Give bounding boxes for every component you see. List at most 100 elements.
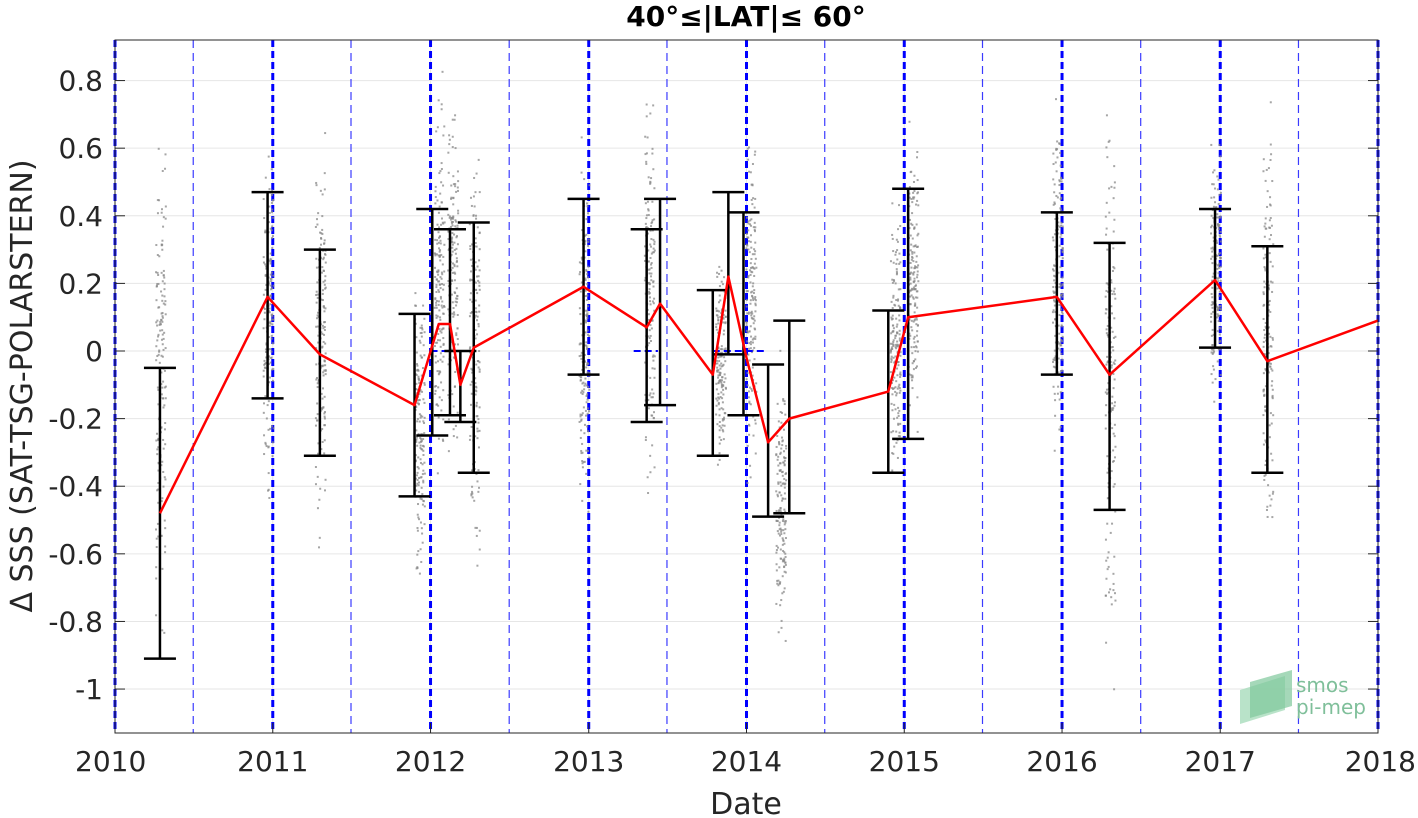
scatter-point — [721, 351, 724, 354]
scatter-point — [1271, 388, 1274, 391]
scatter-point — [436, 341, 439, 344]
scatter-point — [315, 347, 318, 350]
scatter-point — [749, 223, 752, 226]
scatter-point — [587, 430, 590, 433]
scatter-point — [419, 458, 422, 461]
scatter-point — [1052, 178, 1055, 181]
scatter-point — [469, 247, 472, 250]
scatter-point — [895, 238, 898, 241]
scatter-point — [156, 448, 159, 451]
scatter-point — [1112, 387, 1115, 390]
scatter-point — [264, 367, 267, 370]
scatter-point — [892, 345, 895, 348]
scatter-point — [457, 180, 460, 183]
scatter-point — [908, 404, 911, 407]
scatter-point — [652, 354, 655, 357]
scatter-point — [1060, 176, 1063, 179]
scatter-point — [715, 404, 718, 407]
scatter-point — [724, 360, 727, 363]
scatter-point — [436, 199, 439, 202]
scatter-point — [477, 325, 480, 328]
scatter-point — [898, 339, 901, 342]
scatter-point — [894, 337, 897, 340]
scatter-point — [455, 259, 458, 262]
scatter-point — [587, 244, 590, 247]
scatter-point — [442, 222, 445, 225]
scatter-point — [315, 257, 318, 260]
scatter-point — [163, 288, 166, 291]
scatter-point — [268, 321, 271, 324]
scatter-point — [721, 283, 724, 286]
scatter-point — [269, 427, 272, 430]
scatter-point — [751, 162, 754, 165]
scatter-point — [1263, 286, 1266, 289]
scatter-point — [580, 429, 583, 432]
scatter-point — [469, 383, 472, 386]
scatter-point — [912, 196, 915, 199]
scatter-point — [474, 393, 477, 396]
scatter-point — [1271, 492, 1274, 495]
scatter-point — [898, 391, 901, 394]
scatter-point — [476, 437, 479, 440]
scatter-point — [421, 367, 424, 370]
scatter-point — [159, 320, 162, 323]
scatter-point — [315, 218, 318, 221]
scatter-point — [324, 342, 327, 345]
scatter-point — [262, 198, 265, 201]
scatter-point — [1267, 326, 1270, 329]
scatter-point — [454, 272, 457, 275]
scatter-point — [1059, 298, 1062, 301]
scatter-point — [913, 190, 916, 193]
scatter-point — [891, 307, 894, 310]
scatter-point — [896, 332, 899, 335]
scatter-point — [1210, 257, 1213, 260]
scatter-point — [437, 404, 440, 407]
scatter-point — [913, 288, 916, 291]
scatter-point — [264, 273, 267, 276]
scatter-point — [916, 430, 919, 433]
scatter-point — [451, 118, 454, 121]
scatter-point — [456, 224, 459, 227]
scatter-point — [454, 300, 457, 303]
scatter-point — [1112, 407, 1115, 410]
scatter-point — [478, 269, 481, 272]
scatter-point — [415, 436, 418, 439]
scatter-point — [455, 235, 458, 238]
scatter-point — [784, 528, 787, 531]
scatter-point — [775, 519, 778, 522]
scatter-point — [1105, 282, 1108, 285]
scatter-point — [585, 363, 588, 366]
scatter-point — [915, 323, 918, 326]
scatter-point — [1108, 187, 1111, 190]
scatter-point — [647, 209, 650, 212]
scatter-point — [892, 341, 895, 344]
scatter-point — [320, 298, 323, 301]
scatter-point — [910, 346, 913, 349]
scatter-point — [579, 313, 582, 316]
scatter-point — [271, 189, 274, 192]
scatter-point — [160, 271, 163, 274]
scatter-point — [899, 307, 902, 310]
scatter-point — [470, 493, 473, 496]
scatter-point — [718, 429, 721, 432]
scatter-point — [1054, 245, 1057, 248]
scatter-point — [1264, 325, 1267, 328]
scatter-point — [1052, 361, 1055, 364]
scatter-point — [324, 279, 327, 282]
scatter-point — [473, 499, 476, 502]
scatter-point — [316, 314, 319, 317]
scatter-point — [435, 283, 438, 286]
scatter-point — [1269, 345, 1272, 348]
scatter-point — [1218, 262, 1221, 265]
scatter-point — [422, 500, 425, 503]
scatter-point — [652, 392, 655, 395]
scatter-point — [1263, 474, 1266, 477]
scatter-point — [753, 228, 756, 231]
scatter-point — [750, 198, 753, 201]
scatter-point — [584, 234, 587, 237]
scatter-point — [584, 243, 587, 246]
scatter-point — [1265, 441, 1268, 444]
scatter-point — [474, 389, 477, 392]
scatter-point — [157, 388, 160, 391]
scatter-point — [895, 347, 898, 350]
